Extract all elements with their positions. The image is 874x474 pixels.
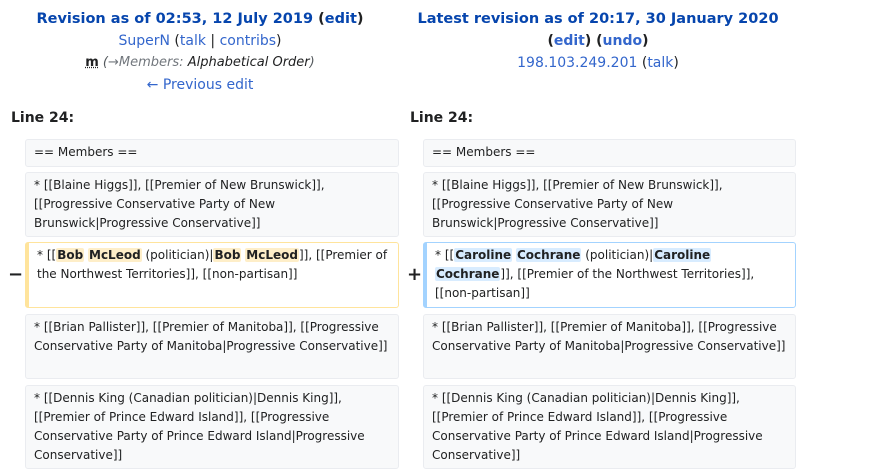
right-user-link[interactable]: 198.103.249.201 [517,55,638,71]
right-context-blaine: * [[Blaine Higgs]], [[Premier of New Bru… [423,172,796,237]
inserted-word: Cochrane [516,248,582,262]
section-arrow-link[interactable]: → [108,55,119,70]
right-line-number: Line 24: [410,110,474,126]
left-line-number: Line 24: [11,110,75,126]
right-revision-link[interactable]: Latest revision as of 20:17, 30 January … [417,11,779,27]
summary-text: Alphabetical Order [187,55,310,70]
inserted-word: Cochrane [435,267,501,281]
right-revision-header: Latest revision as of 20:17, 30 January … [398,8,798,74]
added-text-part: * [[ [435,248,455,262]
right-undo-link[interactable]: undo [602,33,643,49]
left-context-dennis: * [[Dennis King (Canadian politician)|De… [25,385,399,469]
deleted-text-part: ]], [[Premier of the Northwest Territori… [37,248,388,281]
left-user-link[interactable]: SuperN [118,33,170,49]
left-edit-summary: m (→Members: Alphabetical Order) [85,55,315,70]
deleted-word: Bob [213,248,242,262]
right-user-line: 198.103.249.201 (talk) [517,55,679,71]
right-edit-link[interactable]: edit [553,33,585,49]
previous-edit-link[interactable]: ← Previous edit [146,77,254,93]
left-talk-link[interactable]: talk [179,33,206,49]
deleted-text-part: (politician)| [141,248,214,262]
right-revision-title: Latest revision as of 20:17, 30 January … [398,8,798,30]
deleted-text-part: * [[ [37,248,57,262]
addition-marker: + [407,264,423,285]
left-deleted-line: * [[Bob McLeod (politician)|Bob McLeod]]… [25,242,399,308]
right-talk-link[interactable]: talk [647,55,674,71]
left-revision-header: Revision as of 02:53, 12 July 2019 (edit… [0,8,400,96]
left-revision-link[interactable]: Revision as of 02:53, 12 July 2019 [36,11,314,27]
left-context-brian: * [[Brian Pallister]], [[Premier of Mani… [25,314,399,379]
right-context-dennis: * [[Dennis King (Canadian politician)|De… [423,385,796,469]
left-context-members: == Members == [25,139,399,167]
left-context-blaine: * [[Blaine Higgs]], [[Premier of New Bru… [25,172,399,237]
deleted-word: McLeod [88,248,142,262]
added-text-part: ]], [[Premier of the Northwest Territori… [435,267,755,300]
left-user-line: SuperN (talk | contribs) [118,33,282,49]
left-edit-link[interactable]: edit [324,11,357,27]
minor-edit-flag: m [85,55,99,70]
added-text-part: (politician)| [581,248,654,262]
section-name: Members: [118,55,184,70]
deletion-marker: − [8,264,24,285]
left-revision-title: Revision as of 02:53, 12 July 2019 (edit… [36,11,364,27]
deleted-word: Bob [56,248,85,262]
left-contribs-link[interactable]: contribs [219,33,277,49]
deleted-word: McLeod [245,248,299,262]
inserted-word: Caroline [653,248,712,262]
right-added-line: * [[Caroline Cochrane (politician)|Carol… [423,242,796,308]
inserted-word: Caroline [454,248,513,262]
right-context-brian: * [[Brian Pallister]], [[Premier of Mani… [423,314,796,379]
right-context-members: == Members == [423,139,796,167]
right-action-line: (edit) (undo) [547,33,649,49]
